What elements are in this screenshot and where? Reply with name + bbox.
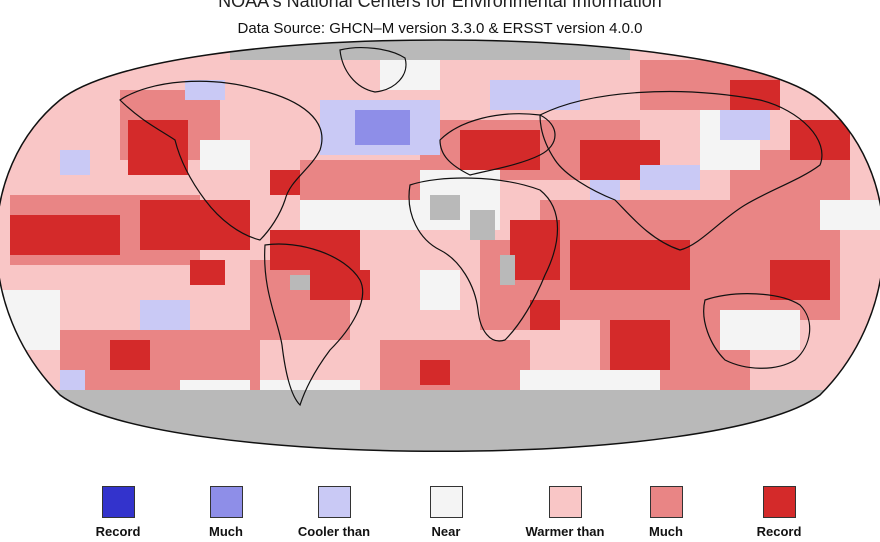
record-warm-region xyxy=(570,240,690,290)
record-warm-region xyxy=(530,300,560,330)
legend-item-near: Near xyxy=(391,486,501,539)
near-average-region xyxy=(720,310,800,350)
near-average-region xyxy=(820,200,880,230)
record-warm-region xyxy=(460,130,540,170)
record-warm-region xyxy=(610,320,670,370)
record-warm-region xyxy=(190,260,225,285)
cooler-region xyxy=(720,110,770,140)
australia-outline xyxy=(703,293,811,369)
near-average-region xyxy=(0,290,60,350)
near-average-region xyxy=(420,270,460,310)
legend-label: Warmer than xyxy=(525,524,605,539)
legend-swatch xyxy=(101,486,135,518)
much-cooler-region xyxy=(355,110,410,145)
africa-outline xyxy=(408,177,558,342)
near-average-region xyxy=(300,200,430,230)
legend-item-record-cool: Record xyxy=(63,486,173,539)
missing-data-region xyxy=(470,210,495,240)
record-warm-region xyxy=(770,260,830,300)
record-warm-regions xyxy=(10,80,850,385)
legend-item-much-cooler: Much xyxy=(171,486,281,539)
greenland-outline xyxy=(339,47,407,93)
legend-item-warmer: Warmer than xyxy=(510,486,620,539)
cooler-region xyxy=(140,300,190,330)
legend-swatch xyxy=(548,486,582,518)
near-average-region xyxy=(200,140,250,170)
map-subtitle: Data Source: GHCN–M version 3.3.0 & ERSS… xyxy=(237,20,643,37)
legend-label: Near xyxy=(431,524,461,539)
cooler-regions xyxy=(60,80,770,390)
legend-swatch xyxy=(762,486,796,518)
missing-data-region xyxy=(290,275,310,290)
record-warm-region xyxy=(128,120,188,175)
legend-swatch xyxy=(209,486,243,518)
record-warm-region xyxy=(10,215,120,255)
map-title: NOAA's National Centers for Environmenta… xyxy=(218,0,662,11)
missing-data-region xyxy=(500,255,515,285)
legend-label: Record xyxy=(95,524,141,539)
record-warm-region xyxy=(510,220,560,280)
cooler-region xyxy=(640,165,700,190)
record-warm-region xyxy=(310,270,370,300)
south-america-outline xyxy=(264,243,364,407)
record-warm-region xyxy=(730,80,780,110)
cooler-region xyxy=(490,80,580,110)
asia-outline xyxy=(539,90,823,251)
cooler-region xyxy=(60,370,85,390)
legend-label: Record xyxy=(756,524,802,539)
legend-label: Much xyxy=(209,524,243,539)
anomaly-grid xyxy=(0,40,880,452)
cooler-region xyxy=(60,150,90,175)
cooler-region xyxy=(590,180,620,200)
legend-swatch xyxy=(317,486,351,518)
map-border xyxy=(0,39,880,452)
missing-data-region xyxy=(230,40,630,60)
record-warm-region xyxy=(140,200,250,250)
legend-swatch xyxy=(649,486,683,518)
record-warm-region xyxy=(110,340,150,370)
missing-data-region xyxy=(430,195,460,220)
near-average-region xyxy=(380,60,440,90)
cooler-region xyxy=(185,80,225,100)
legend-swatch xyxy=(429,486,463,518)
missing-data-region xyxy=(0,390,880,452)
legend-label: Much xyxy=(649,524,683,539)
legend-item-much-warmer: Much xyxy=(611,486,721,539)
legend-label: Cooler than xyxy=(297,524,371,539)
record-warm-region xyxy=(270,170,300,195)
legend-item-cooler: Cooler than xyxy=(279,486,389,539)
europe-outline xyxy=(439,113,556,176)
record-warm-region xyxy=(420,360,450,385)
record-warm-region xyxy=(790,120,850,160)
legend-item-record-warm: Record xyxy=(724,486,834,539)
legend: Record Much Cooler than Near Warmer than… xyxy=(0,486,880,542)
north-america-outline xyxy=(119,80,323,241)
much-cooler-regions xyxy=(355,110,410,145)
continent-outlines xyxy=(119,47,823,407)
